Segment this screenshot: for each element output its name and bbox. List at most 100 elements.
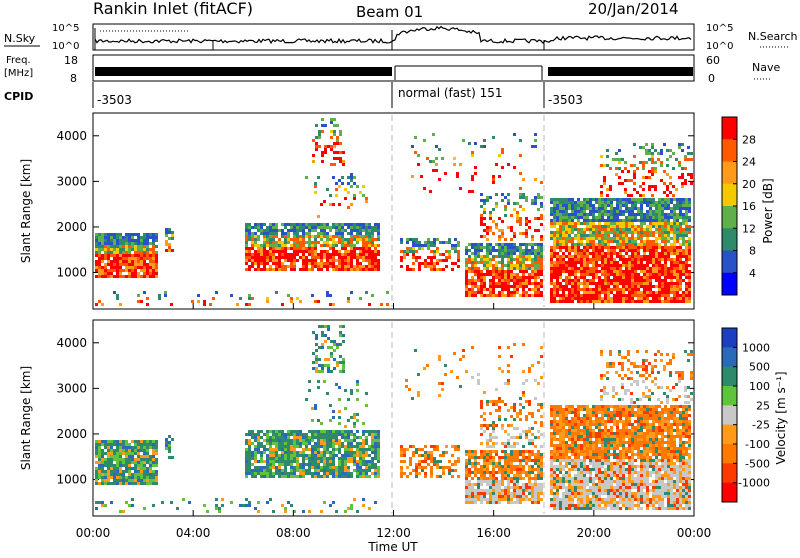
echo-cell [610, 267, 613, 270]
echo-cell [146, 236, 149, 239]
echo-cell [667, 234, 670, 237]
echo-cell [495, 226, 498, 229]
echo-cell [685, 207, 688, 210]
echo-cell [531, 252, 534, 255]
echo-cell [571, 282, 574, 285]
echo-cell [553, 240, 556, 243]
echo-cell [134, 446, 137, 449]
echo-cell [445, 256, 448, 259]
echo-cell [368, 229, 371, 232]
echo-cell [344, 253, 347, 256]
echo-cell [296, 433, 299, 436]
echo-cell [353, 445, 356, 448]
echo-cell [98, 464, 101, 467]
echo-cell [586, 288, 589, 291]
echo-cell [128, 479, 131, 482]
echo-cell [537, 229, 540, 232]
echo-cell [317, 241, 320, 244]
echo-cell [598, 216, 601, 219]
echo-cell [269, 475, 272, 478]
echo-cell [471, 288, 474, 291]
echo-cell [299, 250, 302, 253]
echo-cell [534, 249, 537, 252]
echo-cell [134, 275, 137, 278]
echo-cell [513, 501, 516, 504]
echo-cell [607, 198, 610, 201]
echo-cell [113, 266, 116, 269]
echo-cell [649, 228, 652, 231]
echo-cell [287, 472, 290, 475]
echo-cell [577, 246, 580, 249]
echo-cell [332, 256, 335, 259]
echo-cell [670, 243, 673, 246]
echo-cell [540, 474, 543, 477]
echo-cell [631, 279, 634, 282]
echo-cell [522, 261, 525, 264]
echo-cell [498, 492, 501, 495]
echo-cell [616, 267, 619, 270]
echo-cell [622, 288, 625, 291]
echo-cell [353, 439, 356, 442]
echo-cell [368, 445, 371, 448]
echo-cell [152, 266, 155, 269]
echo-cell [101, 248, 104, 251]
echo-cell [430, 265, 433, 268]
echo-cell [583, 216, 586, 219]
echo-cell [412, 250, 415, 253]
echo-cell [592, 204, 595, 207]
echo-cell [675, 158, 678, 161]
echo-cell [642, 167, 645, 170]
echo-cell [311, 472, 314, 475]
echo-cell [471, 270, 474, 273]
echo-cell [483, 465, 486, 468]
echo-cell [353, 268, 356, 271]
echo-cell [619, 252, 622, 255]
echo-cell [386, 303, 389, 306]
echo-cell [344, 188, 347, 191]
echo-cell [603, 182, 606, 185]
echo-cell [442, 466, 445, 469]
echo-cell [676, 231, 679, 234]
echo-cell [619, 297, 622, 300]
echo-cell [260, 466, 263, 469]
colorbar-swatch [722, 206, 737, 229]
echo-cell [679, 285, 682, 288]
echo-cell [507, 226, 510, 229]
echo-cell [649, 273, 652, 276]
echo-cell [586, 297, 589, 300]
echo-cell [98, 452, 101, 455]
echo-cell [424, 472, 427, 475]
echo-cell [465, 270, 468, 273]
echo-cell [338, 439, 341, 442]
echo-cell [113, 476, 116, 479]
echo-cell [95, 266, 98, 269]
echo-cell [562, 246, 565, 249]
echo-cell [350, 448, 353, 451]
echo-cell [305, 457, 308, 460]
echo-cell [311, 454, 314, 457]
echo-cell [454, 445, 457, 448]
echo-cell [673, 204, 676, 207]
echo-cell [607, 243, 610, 246]
echo-cell [281, 436, 284, 439]
echo-cell [168, 444, 171, 447]
echo-cell [311, 294, 314, 297]
colorbar-tick-label: 4 [749, 267, 756, 280]
echo-cell [619, 249, 622, 252]
echo-cell [143, 275, 146, 278]
echo-cell [540, 459, 543, 462]
echo-cell [436, 463, 439, 466]
echo-cell [377, 262, 380, 265]
echo-cell [365, 250, 368, 253]
echo-cell [507, 282, 510, 285]
echo-cell [507, 199, 510, 202]
nsky-trace [95, 27, 691, 50]
echo-cell [281, 430, 284, 433]
echo-cell [574, 201, 577, 204]
echo-cell [670, 249, 673, 252]
echo-cell [95, 482, 98, 485]
echo-cell [287, 265, 290, 268]
echo-cell [637, 252, 640, 255]
echo-cell [556, 282, 559, 285]
echo-cell [616, 279, 619, 282]
